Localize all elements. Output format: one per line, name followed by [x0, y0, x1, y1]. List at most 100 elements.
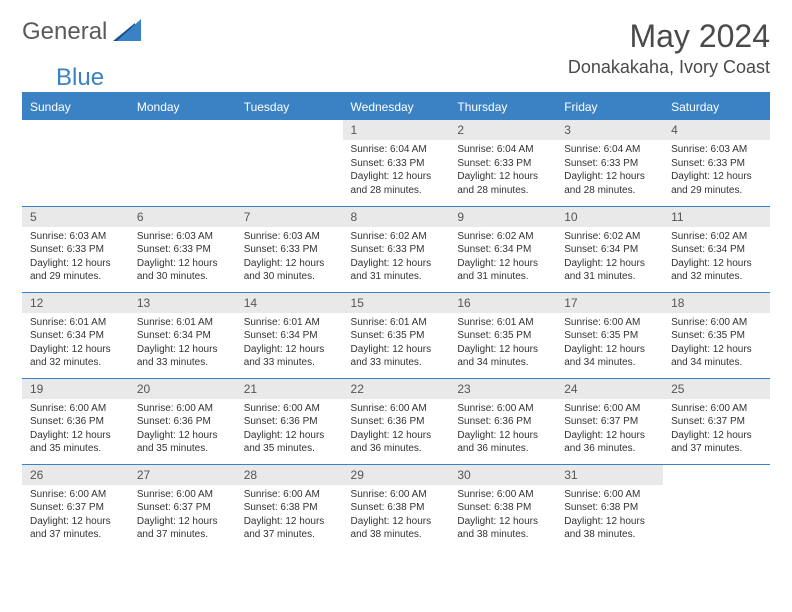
day-info: Sunrise: 6:03 AMSunset: 6:33 PMDaylight:… — [236, 227, 343, 289]
calendar-cell: 1Sunrise: 6:04 AMSunset: 6:33 PMDaylight… — [343, 120, 450, 206]
calendar-cell: 4Sunrise: 6:03 AMSunset: 6:33 PMDaylight… — [663, 120, 770, 206]
weekday-header-row: Sunday Monday Tuesday Wednesday Thursday… — [22, 93, 770, 120]
calendar-body: 1Sunrise: 6:04 AMSunset: 6:33 PMDaylight… — [22, 120, 770, 550]
day-number: 1 — [343, 120, 450, 140]
day-info: Sunrise: 6:00 AMSunset: 6:36 PMDaylight:… — [449, 399, 556, 461]
calendar-cell: 21Sunrise: 6:00 AMSunset: 6:36 PMDayligh… — [236, 378, 343, 464]
day-info: Sunrise: 6:02 AMSunset: 6:34 PMDaylight:… — [449, 227, 556, 289]
calendar-cell: 15Sunrise: 6:01 AMSunset: 6:35 PMDayligh… — [343, 292, 450, 378]
day-number: 17 — [556, 293, 663, 313]
calendar-cell: 24Sunrise: 6:00 AMSunset: 6:37 PMDayligh… — [556, 378, 663, 464]
day-info: Sunrise: 6:02 AMSunset: 6:34 PMDaylight:… — [663, 227, 770, 289]
day-number — [22, 120, 129, 126]
calendar-cell: 29Sunrise: 6:00 AMSunset: 6:38 PMDayligh… — [343, 464, 450, 550]
calendar-cell: 14Sunrise: 6:01 AMSunset: 6:34 PMDayligh… — [236, 292, 343, 378]
calendar-cell: 10Sunrise: 6:02 AMSunset: 6:34 PMDayligh… — [556, 206, 663, 292]
calendar-cell: 9Sunrise: 6:02 AMSunset: 6:34 PMDaylight… — [449, 206, 556, 292]
day-info: Sunrise: 6:01 AMSunset: 6:35 PMDaylight:… — [343, 313, 450, 375]
calendar-row: 19Sunrise: 6:00 AMSunset: 6:36 PMDayligh… — [22, 378, 770, 464]
day-number: 20 — [129, 379, 236, 399]
day-info: Sunrise: 6:00 AMSunset: 6:36 PMDaylight:… — [236, 399, 343, 461]
logo-part2: Blue — [56, 64, 104, 92]
calendar-cell: 5Sunrise: 6:03 AMSunset: 6:33 PMDaylight… — [22, 206, 129, 292]
day-number: 27 — [129, 465, 236, 485]
calendar-cell: 26Sunrise: 6:00 AMSunset: 6:37 PMDayligh… — [22, 464, 129, 550]
day-number: 6 — [129, 207, 236, 227]
day-number: 18 — [663, 293, 770, 313]
calendar-cell: 18Sunrise: 6:00 AMSunset: 6:35 PMDayligh… — [663, 292, 770, 378]
day-number: 14 — [236, 293, 343, 313]
calendar-cell: 6Sunrise: 6:03 AMSunset: 6:33 PMDaylight… — [129, 206, 236, 292]
calendar-row: 26Sunrise: 6:00 AMSunset: 6:37 PMDayligh… — [22, 464, 770, 550]
weekday-header: Saturday — [663, 93, 770, 120]
calendar-cell: 25Sunrise: 6:00 AMSunset: 6:37 PMDayligh… — [663, 378, 770, 464]
day-info: Sunrise: 6:00 AMSunset: 6:36 PMDaylight:… — [129, 399, 236, 461]
day-info: Sunrise: 6:00 AMSunset: 6:37 PMDaylight:… — [129, 485, 236, 547]
calendar-cell: 11Sunrise: 6:02 AMSunset: 6:34 PMDayligh… — [663, 206, 770, 292]
weekday-header: Tuesday — [236, 93, 343, 120]
day-number — [236, 120, 343, 126]
calendar-cell — [129, 120, 236, 206]
day-number: 10 — [556, 207, 663, 227]
day-info: Sunrise: 6:00 AMSunset: 6:37 PMDaylight:… — [556, 399, 663, 461]
day-info: Sunrise: 6:01 AMSunset: 6:35 PMDaylight:… — [449, 313, 556, 375]
calendar-cell: 2Sunrise: 6:04 AMSunset: 6:33 PMDaylight… — [449, 120, 556, 206]
calendar-cell: 30Sunrise: 6:00 AMSunset: 6:38 PMDayligh… — [449, 464, 556, 550]
calendar-row: 5Sunrise: 6:03 AMSunset: 6:33 PMDaylight… — [22, 206, 770, 292]
weekday-header: Friday — [556, 93, 663, 120]
month-title: May 2024 — [568, 18, 770, 55]
day-info: Sunrise: 6:03 AMSunset: 6:33 PMDaylight:… — [663, 140, 770, 202]
weekday-header: Monday — [129, 93, 236, 120]
day-info: Sunrise: 6:00 AMSunset: 6:35 PMDaylight:… — [663, 313, 770, 375]
day-number — [663, 465, 770, 471]
day-number: 3 — [556, 120, 663, 140]
calendar-cell: 31Sunrise: 6:00 AMSunset: 6:38 PMDayligh… — [556, 464, 663, 550]
day-number: 21 — [236, 379, 343, 399]
day-info: Sunrise: 6:00 AMSunset: 6:37 PMDaylight:… — [663, 399, 770, 461]
title-block: May 2024 Donakakaha, Ivory Coast — [568, 18, 770, 78]
calendar-cell: 3Sunrise: 6:04 AMSunset: 6:33 PMDaylight… — [556, 120, 663, 206]
day-number: 11 — [663, 207, 770, 227]
calendar-cell — [236, 120, 343, 206]
day-number: 24 — [556, 379, 663, 399]
day-info: Sunrise: 6:01 AMSunset: 6:34 PMDaylight:… — [236, 313, 343, 375]
day-info: Sunrise: 6:00 AMSunset: 6:38 PMDaylight:… — [236, 485, 343, 547]
day-info: Sunrise: 6:02 AMSunset: 6:33 PMDaylight:… — [343, 227, 450, 289]
day-info: Sunrise: 6:00 AMSunset: 6:35 PMDaylight:… — [556, 313, 663, 375]
header: General May 2024 Donakakaha, Ivory Coast — [22, 18, 770, 78]
logo-part1: General — [22, 18, 107, 46]
calendar-cell: 13Sunrise: 6:01 AMSunset: 6:34 PMDayligh… — [129, 292, 236, 378]
day-number: 15 — [343, 293, 450, 313]
day-number: 9 — [449, 207, 556, 227]
calendar-cell: 28Sunrise: 6:00 AMSunset: 6:38 PMDayligh… — [236, 464, 343, 550]
day-info: Sunrise: 6:03 AMSunset: 6:33 PMDaylight:… — [22, 227, 129, 289]
day-info: Sunrise: 6:00 AMSunset: 6:37 PMDaylight:… — [22, 485, 129, 547]
day-number: 19 — [22, 379, 129, 399]
day-info: Sunrise: 6:00 AMSunset: 6:36 PMDaylight:… — [22, 399, 129, 461]
calendar-cell — [22, 120, 129, 206]
day-number: 28 — [236, 465, 343, 485]
day-number: 31 — [556, 465, 663, 485]
calendar-cell: 12Sunrise: 6:01 AMSunset: 6:34 PMDayligh… — [22, 292, 129, 378]
calendar-cell: 17Sunrise: 6:00 AMSunset: 6:35 PMDayligh… — [556, 292, 663, 378]
day-number: 30 — [449, 465, 556, 485]
day-number: 23 — [449, 379, 556, 399]
calendar-row: 1Sunrise: 6:04 AMSunset: 6:33 PMDaylight… — [22, 120, 770, 206]
weekday-header: Thursday — [449, 93, 556, 120]
day-number: 8 — [343, 207, 450, 227]
calendar-cell — [663, 464, 770, 550]
day-number: 13 — [129, 293, 236, 313]
day-info: Sunrise: 6:01 AMSunset: 6:34 PMDaylight:… — [129, 313, 236, 375]
day-number: 2 — [449, 120, 556, 140]
day-info: Sunrise: 6:04 AMSunset: 6:33 PMDaylight:… — [449, 140, 556, 202]
calendar-cell: 20Sunrise: 6:00 AMSunset: 6:36 PMDayligh… — [129, 378, 236, 464]
calendar-cell: 19Sunrise: 6:00 AMSunset: 6:36 PMDayligh… — [22, 378, 129, 464]
day-number: 26 — [22, 465, 129, 485]
weekday-header: Wednesday — [343, 93, 450, 120]
day-info: Sunrise: 6:00 AMSunset: 6:38 PMDaylight:… — [449, 485, 556, 547]
day-info: Sunrise: 6:01 AMSunset: 6:34 PMDaylight:… — [22, 313, 129, 375]
calendar-cell: 7Sunrise: 6:03 AMSunset: 6:33 PMDaylight… — [236, 206, 343, 292]
day-number: 4 — [663, 120, 770, 140]
weekday-header: Sunday — [22, 93, 129, 120]
day-number: 29 — [343, 465, 450, 485]
